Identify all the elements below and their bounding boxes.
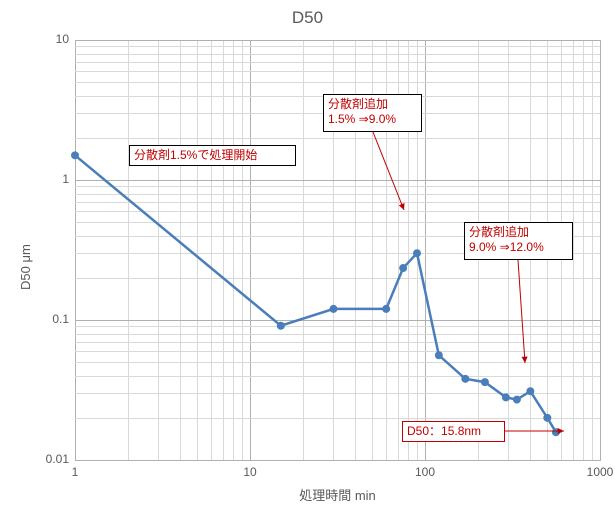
- data-marker: [413, 250, 420, 257]
- data-marker: [544, 414, 551, 421]
- annotation-arrow: [373, 132, 404, 210]
- data-marker: [502, 394, 509, 401]
- annotation-line: 分散剤追加: [328, 97, 417, 112]
- data-marker: [481, 379, 488, 386]
- annotation-line: 9.0% ⇒12.0%: [469, 240, 568, 255]
- data-marker: [400, 265, 407, 272]
- data-marker: [462, 375, 469, 382]
- annotation-arrow: [518, 260, 525, 363]
- annotation-line: 分散剤追加: [469, 225, 568, 240]
- ann-d50: D50：15.8nm: [402, 421, 505, 442]
- data-marker: [383, 305, 390, 312]
- annotation-arrowhead: [558, 428, 564, 434]
- data-marker: [277, 322, 284, 329]
- annotation-arrowhead: [522, 357, 528, 363]
- data-marker: [513, 396, 520, 403]
- data-marker: [435, 352, 442, 359]
- chart-container: D50 11010010000.010.1110処理時間 minD50 μm分散…: [0, 0, 615, 515]
- annotation-line: 分散剤1.5%で処理開始: [134, 148, 291, 163]
- data-marker: [330, 305, 337, 312]
- ann-add2: 分散剤追加9.0% ⇒12.0%: [464, 222, 573, 260]
- data-line: [75, 155, 556, 432]
- annotation-line: 1.5% ⇒9.0%: [328, 112, 417, 127]
- ann-add1: 分散剤追加1.5% ⇒9.0%: [323, 94, 422, 132]
- ann-start: 分散剤1.5%で処理開始: [129, 145, 296, 166]
- data-marker: [72, 152, 79, 159]
- data-marker: [527, 388, 534, 395]
- annotation-line: D50：15.8nm: [407, 424, 500, 439]
